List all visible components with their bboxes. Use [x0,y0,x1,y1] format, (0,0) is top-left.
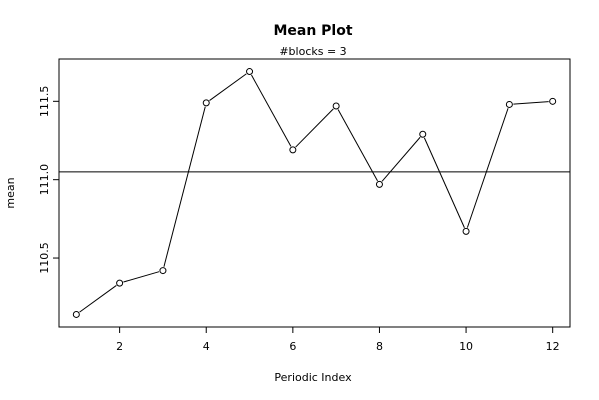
series-segment [337,109,378,182]
x-tick-label: 12 [546,340,560,353]
plot-marks [59,68,570,318]
x-tick-label: 6 [289,340,296,353]
y-tick-label: 111.0 [38,164,51,196]
series-segment [79,285,117,313]
series-segment [209,73,247,101]
chart-title: Mean Plot [273,23,352,39]
series-segment [513,101,549,105]
data-point [289,146,297,154]
y-tick-label: 111.5 [38,86,51,118]
y-axis-label: mean [4,177,17,208]
x-tick-label: 4 [203,340,210,353]
data-point [375,180,383,188]
y-axis: 110.5 111.0 111.5 [38,86,59,274]
data-point [72,310,80,318]
data-point [419,130,427,138]
series-segment [163,106,206,267]
series-segment [295,108,334,148]
data-point [332,102,340,110]
data-point [159,267,167,275]
data-point [549,97,557,105]
series-segment [381,136,421,182]
data-point [462,227,470,235]
y-tick-label: 110.5 [38,242,51,274]
data-point [116,279,124,287]
x-tick-label: 2 [116,340,123,353]
x-tick-label: 10 [459,340,473,353]
chart-subtitle: #blocks = 3 [279,45,346,58]
series-segment [123,271,160,283]
series-segment [251,74,292,147]
data-point [505,100,513,108]
x-tick-label: 8 [376,340,383,353]
series-segment [423,137,465,228]
plot-frame [58,58,571,328]
data-point [246,68,254,76]
data-point [202,99,210,107]
x-axis: 2 4 6 8 10 12 [116,327,560,353]
series-segment [466,108,509,228]
x-axis-label: Periodic Index [274,371,352,384]
